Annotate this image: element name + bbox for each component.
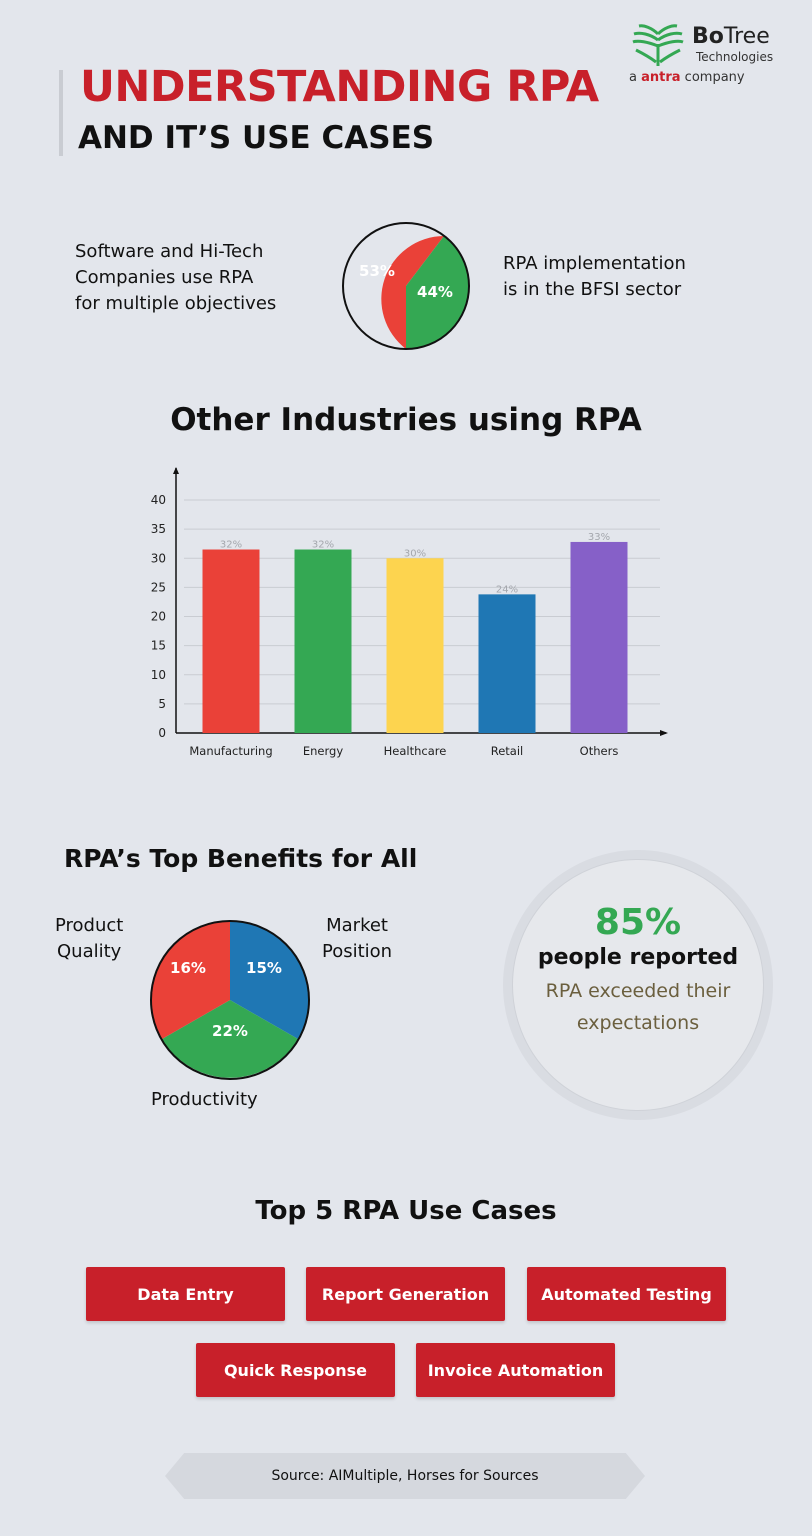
bar-others bbox=[570, 541, 628, 733]
adoption-pie: 53% 44% bbox=[342, 222, 470, 350]
intro-left-text: Software and Hi-Tech Companies use RPA for… bbox=[75, 241, 277, 314]
pie-slice-product-quality bbox=[151, 921, 230, 1039]
pie-label-44: 44% bbox=[417, 283, 453, 301]
use-case-invoice-automation[interactable]: Invoice Automation bbox=[416, 1343, 615, 1397]
intro-right-text: RPA implementation is in the BFSI sector bbox=[503, 253, 686, 300]
pie-label-53: 53% bbox=[359, 262, 395, 280]
y-tick-label: 15 bbox=[151, 639, 166, 653]
industries-bar-chart: 0 5 10 15 20 25 30 35 40 32% Manufacturing 32% Energ… bbox=[151, 467, 668, 758]
logo-company: a antra company bbox=[629, 70, 745, 85]
bar-healthcare bbox=[386, 558, 444, 733]
use-case-data-entry[interactable]: Data Entry bbox=[86, 1267, 285, 1321]
y-tick-label: 30 bbox=[151, 551, 166, 565]
bar-value-label: 30% bbox=[404, 548, 426, 559]
pie-slice-productivity bbox=[162, 1000, 298, 1078]
x-tick-label: Others bbox=[580, 744, 619, 758]
pie-slice-44 bbox=[406, 236, 469, 349]
y-tick-label: 25 bbox=[151, 580, 166, 594]
botree-logo: BoTree Technologies a antra company bbox=[629, 22, 780, 92]
x-tick-label: Manufacturing bbox=[189, 744, 272, 758]
x-tick-label: Energy bbox=[303, 744, 343, 758]
title-accent-bar bbox=[59, 70, 63, 156]
y-tick-label: 20 bbox=[151, 610, 166, 624]
bar-manufacturing bbox=[202, 549, 260, 733]
label-productivity: Productivity bbox=[151, 1089, 258, 1110]
y-tick-label: 5 bbox=[158, 697, 166, 711]
stat-line1: people reported bbox=[537, 945, 739, 970]
tree-icon bbox=[632, 24, 684, 66]
y-tick-label: 40 bbox=[151, 493, 166, 507]
stat-line2: RPA exceeded their bbox=[545, 980, 731, 1002]
y-tick-label: 10 bbox=[151, 668, 166, 682]
bar-value-label: 33% bbox=[588, 532, 610, 543]
source-banner: Source: AIMultiple, Horses for Sources bbox=[165, 1453, 645, 1499]
bar-value-label: 32% bbox=[220, 540, 242, 551]
pie-label-22: 22% bbox=[212, 1022, 248, 1040]
x-axis-arrow bbox=[660, 730, 668, 736]
x-tick-label: Retail bbox=[491, 744, 524, 758]
stat-line3: expectations bbox=[576, 1012, 700, 1034]
logo-tagline: Technologies bbox=[696, 50, 774, 64]
x-tick-label: Healthcare bbox=[384, 744, 447, 758]
y-tick-label: 35 bbox=[151, 522, 166, 536]
page-subtitle: AND IT’S USE CASES bbox=[78, 120, 435, 156]
label-market-position: Market Position bbox=[322, 915, 393, 962]
use-case-automated-testing[interactable]: Automated Testing bbox=[527, 1267, 726, 1321]
page-title: UNDERSTANDING RPA bbox=[80, 62, 599, 112]
industries-title: Other Industries using RPA bbox=[170, 402, 642, 438]
pie-label-16: 16% bbox=[170, 959, 206, 977]
bar-energy bbox=[294, 549, 352, 733]
stat-value: 85% bbox=[594, 902, 682, 943]
logo-name: BoTree bbox=[692, 24, 770, 49]
y-tick-label: 0 bbox=[158, 726, 166, 740]
bar-value-label: 32% bbox=[312, 540, 334, 551]
y-axis-arrow bbox=[173, 467, 179, 474]
use-cases-title: Top 5 RPA Use Cases bbox=[255, 1196, 557, 1226]
bar-value-label: 24% bbox=[496, 584, 518, 595]
pie-label-15: 15% bbox=[246, 959, 282, 977]
stat-circle: 85% people reported RPA exceeded their e… bbox=[503, 850, 773, 1120]
use-case-report-generation[interactable]: Report Generation bbox=[306, 1267, 505, 1321]
pie-slice-53 bbox=[381, 236, 444, 349]
use-case-quick-response[interactable]: Quick Response bbox=[196, 1343, 395, 1397]
bar-retail bbox=[478, 594, 536, 733]
benefits-pie: 15% 22% 16% bbox=[150, 920, 310, 1080]
benefits-title: RPA’s Top Benefits for All bbox=[64, 844, 418, 873]
pie-slice-market-position bbox=[230, 921, 309, 1039]
label-product-quality: Product Quality bbox=[55, 915, 124, 962]
